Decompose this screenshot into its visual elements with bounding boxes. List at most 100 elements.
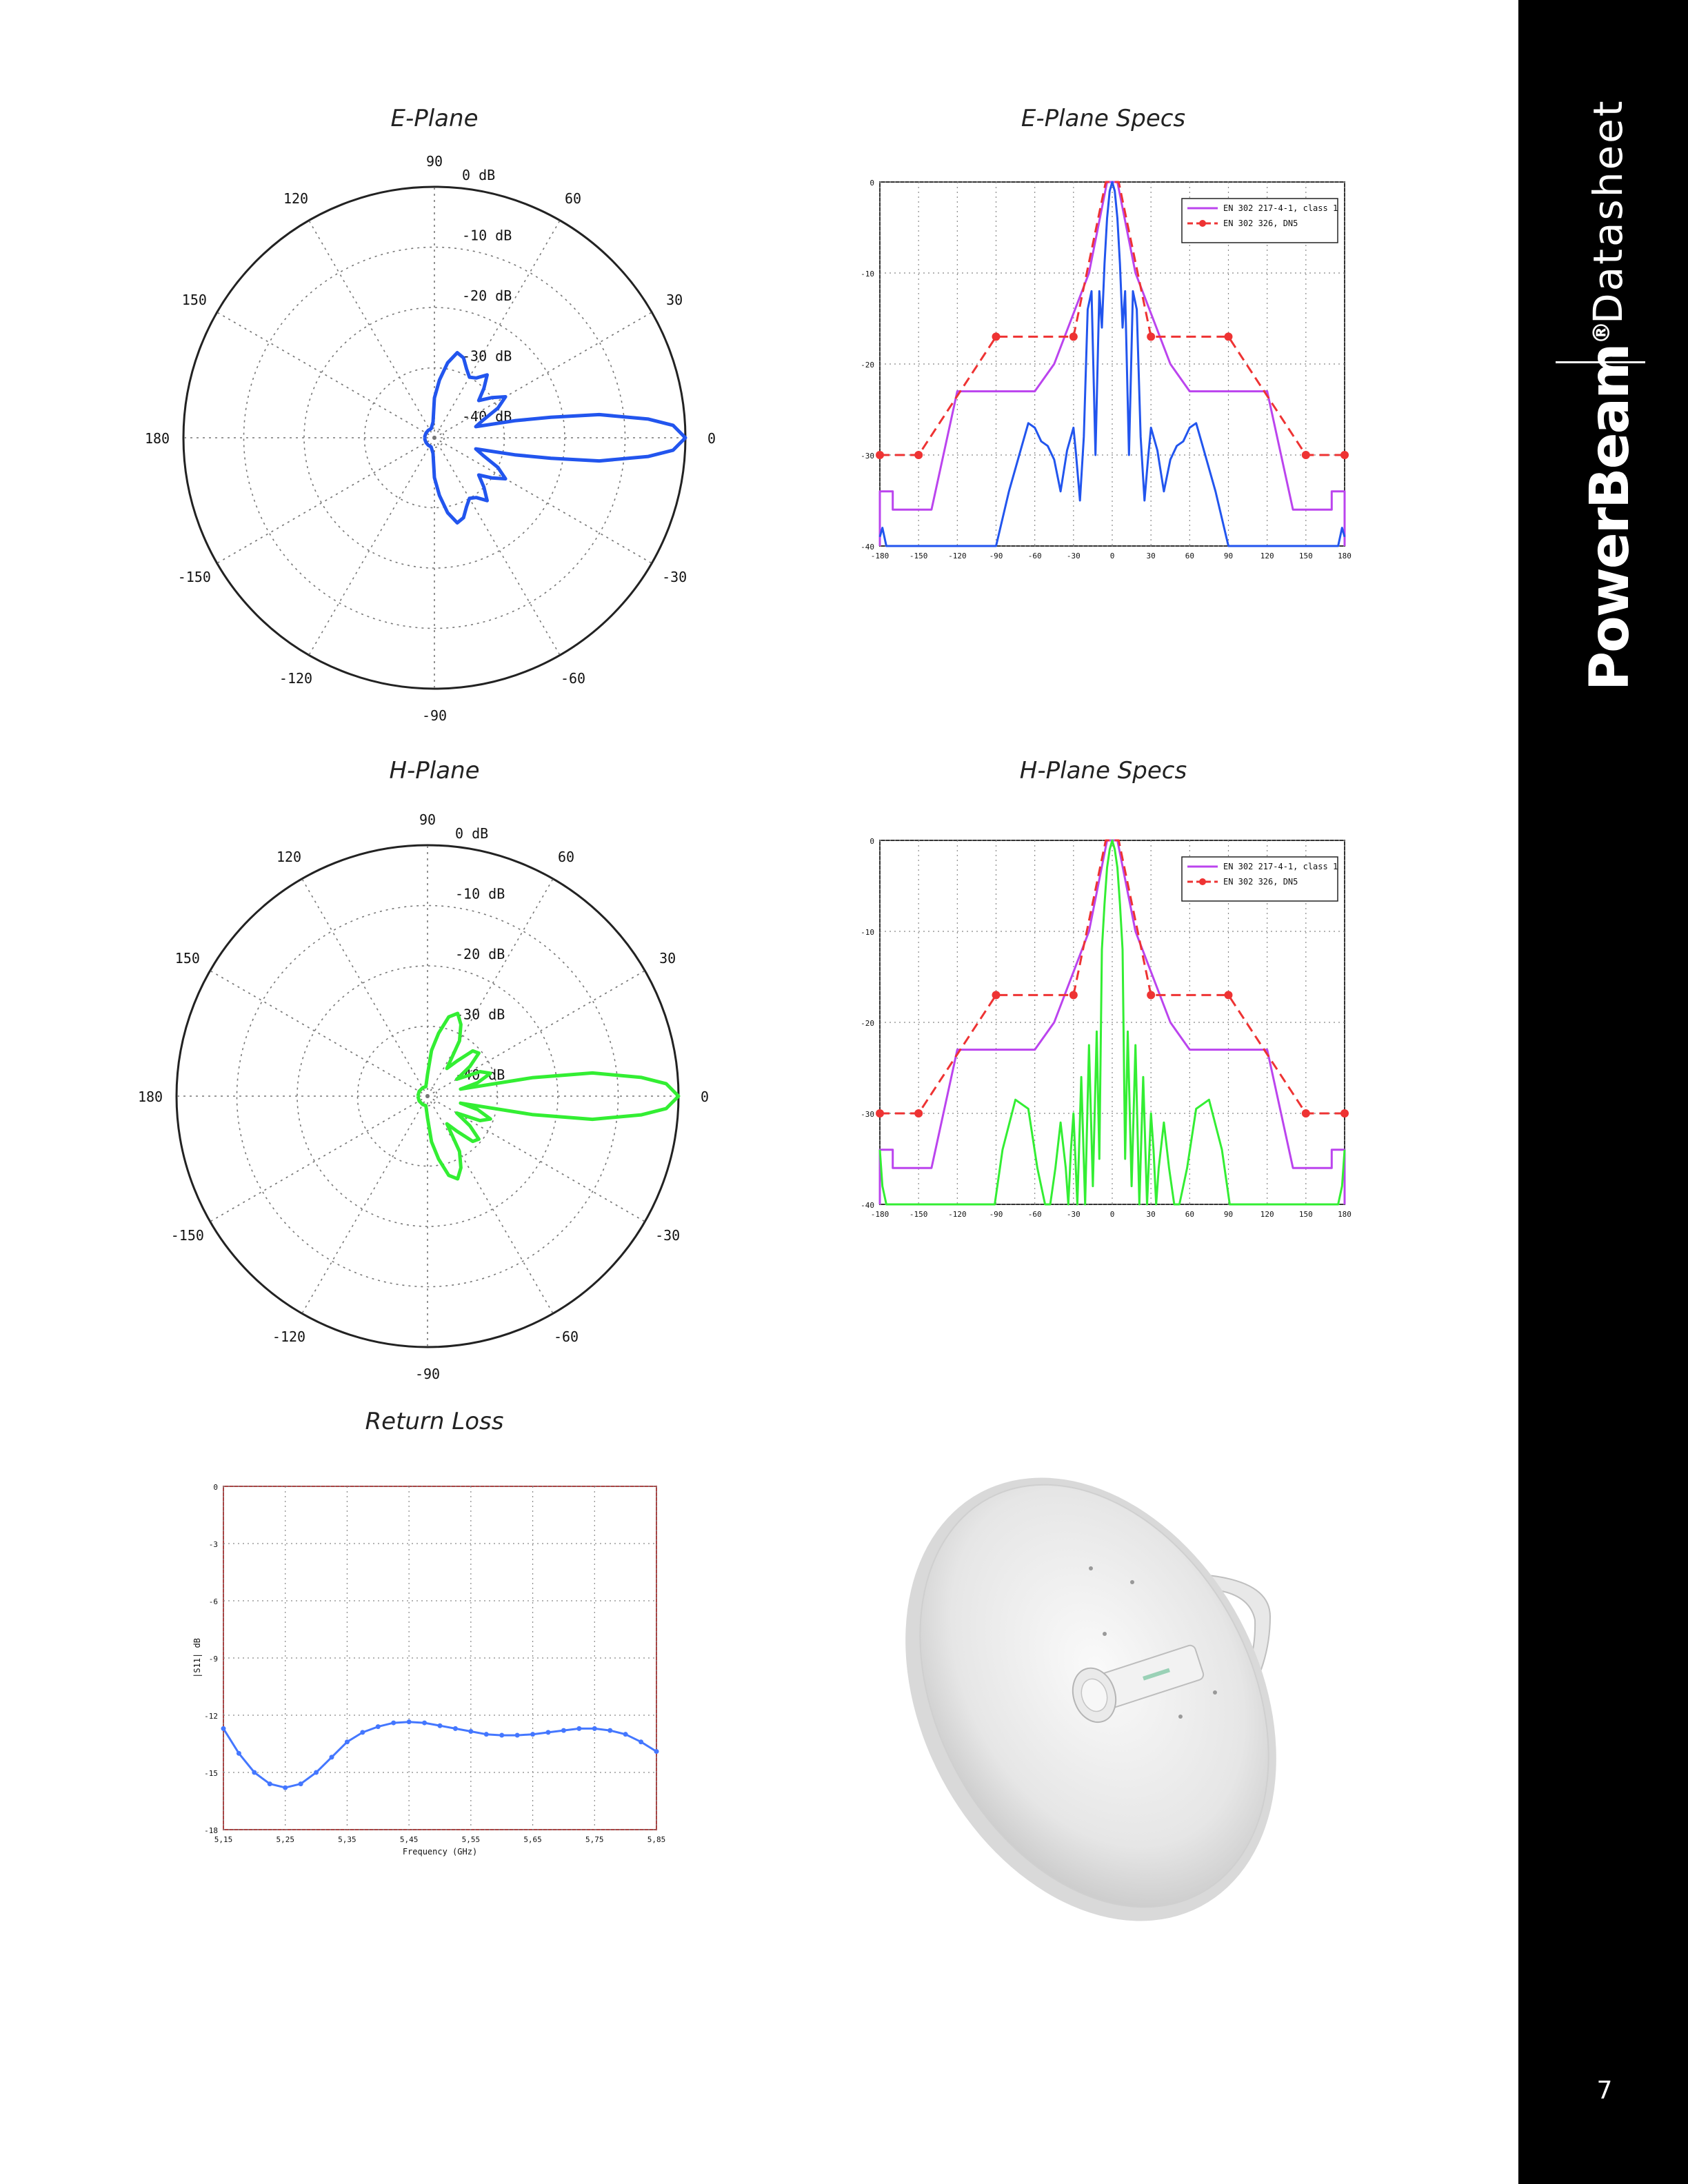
- polar-angle-label: 150: [175, 950, 200, 967]
- x-tick-label: -180: [871, 1210, 890, 1219]
- e-plane-specs-title: E-Plane Specs: [1021, 105, 1186, 132]
- e-plane-title: E-Plane: [390, 105, 479, 132]
- e-plane-polar-chart: 90 60 30 0 -30 -60 -90 -120 -150 180 150 120 0 dB -10…: [145, 153, 716, 724]
- x-tick-label: -60: [1028, 1210, 1042, 1219]
- polar-ring-label: -10 dB: [462, 228, 512, 244]
- legend-label: EN 302 217-4-1, class 1: [1223, 862, 1338, 871]
- y-tick-label: -10: [861, 270, 874, 279]
- series-marker: [499, 1732, 505, 1738]
- x-tick-label: 5,85: [647, 1835, 666, 1844]
- series-marker: [329, 1755, 334, 1760]
- x-tick-label: 5,75: [585, 1835, 604, 1844]
- polar-angle-label: -150: [178, 569, 211, 585]
- series-marker: [344, 1739, 350, 1745]
- series-marker: [437, 1723, 443, 1728]
- polar-ring-label: 0 dB: [462, 167, 495, 183]
- y-tick-label: -20: [861, 1019, 874, 1028]
- brand-logo: PowerBeam®: [1579, 323, 1641, 691]
- polar-angle-label: -60: [554, 1328, 579, 1345]
- polar-angle-label: 90: [426, 153, 443, 170]
- series-marker: [607, 1728, 613, 1733]
- polar-angle-label: 0: [707, 430, 716, 447]
- series-marker: [992, 332, 1001, 341]
- x-tick-label: 150: [1299, 1210, 1313, 1219]
- x-tick-label: 60: [1185, 552, 1194, 560]
- y-tick-label: -18: [204, 1826, 218, 1835]
- y-tick-label: -6: [209, 1597, 218, 1606]
- series-marker: [992, 991, 1001, 1000]
- h-plane-title: H-Plane: [389, 757, 480, 785]
- legend-marker: [1199, 220, 1206, 227]
- polar-angle-label: 90: [419, 811, 436, 828]
- y-tick-label: 0: [870, 179, 874, 188]
- polar-angle-label: 120: [283, 190, 308, 207]
- legend-label: EN 302 326, DN5: [1223, 877, 1298, 887]
- series-marker: [1301, 451, 1310, 459]
- x-tick-label: 30: [1147, 1210, 1156, 1219]
- polar-grid-ring: [243, 246, 626, 629]
- x-tick-label: -30: [1067, 1210, 1081, 1219]
- x-tick-label: -180: [871, 552, 890, 560]
- series-marker: [639, 1739, 644, 1745]
- series-marker: [1147, 332, 1156, 341]
- x-tick-label: -120: [948, 552, 967, 560]
- x-tick-label: 5,25: [276, 1835, 294, 1844]
- polar-ring-label: -20 dB: [455, 946, 505, 962]
- polar-grid-spoke: [217, 437, 435, 564]
- polar-ring-label: 0 dB: [455, 825, 488, 842]
- h-plane-specs-title: H-Plane Specs: [1019, 757, 1187, 785]
- x-tick-label: -90: [989, 552, 1003, 560]
- series-marker: [1147, 991, 1156, 1000]
- series-marker: [468, 1729, 474, 1735]
- legend-marker: [1199, 878, 1206, 885]
- polar-grid-spoke: [301, 878, 428, 1097]
- polar-ring-label: -30 dB: [462, 348, 512, 365]
- polar-series-line: [416, 1011, 681, 1181]
- x-tick-label: 5,65: [523, 1835, 542, 1844]
- series-line: [880, 181, 1345, 456]
- series-marker: [422, 1720, 428, 1726]
- y-tick-label: 0: [870, 837, 874, 846]
- sidebar-divider: [1556, 361, 1645, 363]
- y-axis-label: |S11| dB: [192, 1638, 202, 1678]
- series-marker: [252, 1770, 257, 1775]
- x-tick-label: 180: [1338, 1210, 1352, 1219]
- polar-grid-spoke: [434, 437, 561, 656]
- series-marker: [914, 1109, 923, 1118]
- brand-registered-mark: ®: [1588, 322, 1616, 345]
- series-marker: [1069, 332, 1078, 341]
- series-marker: [592, 1726, 597, 1731]
- y-tick-label: -30: [861, 452, 874, 461]
- polar-angle-label: -120: [279, 670, 312, 687]
- series-marker: [375, 1724, 381, 1730]
- series-marker: [530, 1732, 536, 1737]
- series-marker: [314, 1770, 319, 1775]
- series-marker: [1224, 991, 1233, 1000]
- legend-label: EN 302 326, DN5: [1223, 219, 1298, 228]
- series-line: [878, 839, 1346, 1206]
- polar-grid-spoke: [210, 970, 428, 1097]
- polar-grid-spoke: [301, 1095, 428, 1314]
- polar-angle-label: 180: [138, 1089, 163, 1105]
- polar-angle-label: -150: [171, 1227, 204, 1244]
- polar-grid-ring: [236, 904, 619, 1288]
- series-marker: [1069, 991, 1078, 1000]
- y-tick-label: 0: [213, 1483, 218, 1492]
- x-tick-label: -30: [1067, 552, 1081, 560]
- series-marker: [654, 1749, 659, 1755]
- polar-angle-label: -60: [561, 670, 585, 687]
- x-tick-label: 30: [1147, 552, 1156, 560]
- x-axis-label: Frequency (GHz): [403, 1847, 477, 1857]
- series-marker: [283, 1785, 288, 1790]
- x-tick-label: 5,55: [462, 1835, 481, 1844]
- y-tick-label: -9: [209, 1655, 218, 1664]
- sidebar: [1518, 0, 1688, 2184]
- series-marker: [221, 1726, 226, 1731]
- series-marker: [1301, 1109, 1310, 1118]
- polar-angle-label: -90: [422, 707, 447, 724]
- y-tick-label: -10: [861, 928, 874, 937]
- series-line: [878, 181, 1346, 547]
- legend-box: [1181, 856, 1338, 902]
- legend-box: [1181, 198, 1338, 243]
- x-tick-label: 120: [1260, 1210, 1274, 1219]
